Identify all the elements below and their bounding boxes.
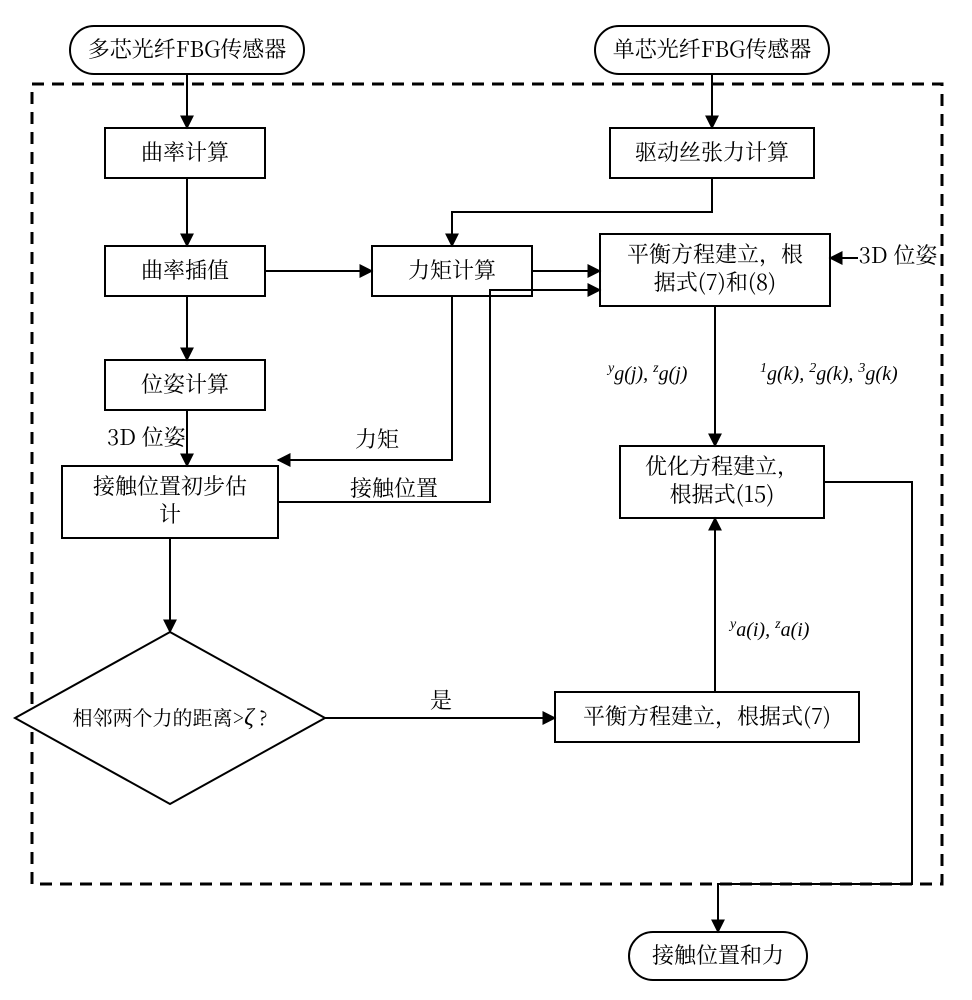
svg-text:驱动丝张力计算: 驱动丝张力计算 [635,136,789,167]
svg-text:接触位置和力: 接触位置和力 [652,939,784,970]
svg-text:yg(j), zg(j): yg(j), zg(j) [606,361,688,385]
wire-tension-calc: 驱动丝张力计算 [610,128,814,178]
label-moment: 力矩 [355,423,399,454]
label-a-functions: ya(i), za(i) [728,617,810,641]
balance-eq-7: 平衡方程建立，根据式(7) [555,692,859,742]
label-contact-pos: 接触位置 [350,472,438,503]
svg-text:单芯光纤FBG传感器: 单芯光纤FBG传感器 [613,33,812,64]
svg-text:据式(7)和(8): 据式(7)和(8) [654,266,776,297]
label-yes: 是 [430,684,452,715]
curvature-calc: 曲率计算 [105,128,265,178]
label-g-functions: yg(j), zg(j) 1g(k), 2g(k), 3g(k) [606,361,898,385]
edge-contact-to-balance78 [278,290,600,502]
svg-text:相邻两个力的距离>ζ ?: 相邻两个力的距离>ζ ? [72,702,267,731]
svg-text:位姿计算: 位姿计算 [141,368,229,399]
svg-text:平衡方程建立，根据式(7): 平衡方程建立，根据式(7) [583,700,831,731]
input-single-core: 单芯光纤FBG传感器 [595,26,829,74]
svg-text:曲率插值: 曲率插值 [141,254,229,285]
balance-eq-7-8: 平衡方程建立，根 据式(7)和(8) [600,234,830,306]
svg-text:多芯光纤FBG传感器: 多芯光纤FBG传感器 [88,33,287,64]
distance-decision: 相邻两个力的距离>ζ ? [15,632,325,804]
moment-calc: 力矩计算 [372,246,532,296]
svg-text:优化方程建立，: 优化方程建立， [645,450,799,481]
optimize-eq-15: 优化方程建立， 根据式(15) [620,446,824,518]
svg-text:接触位置初步估: 接触位置初步估 [93,470,247,501]
svg-text:平衡方程建立，根: 平衡方程建立，根 [627,238,803,269]
input-multi-core: 多芯光纤FBG传感器 [70,26,304,74]
pose-calc: 位姿计算 [105,360,265,410]
svg-text:根据式(15): 根据式(15) [670,478,775,509]
label-3d-pose-left: 3D 位姿 [107,421,186,452]
svg-text:曲率计算: 曲率计算 [141,136,229,167]
svg-text:力矩计算: 力矩计算 [408,254,496,285]
svg-text:计: 计 [159,498,181,529]
curvature-interp: 曲率插值 [105,246,265,296]
output-contact-force: 接触位置和力 [629,932,807,980]
svg-text:1g(k), 2g(k), 3g(k): 1g(k), 2g(k), 3g(k) [760,361,898,385]
input-3d-pose-label: 3D 位姿 [859,239,938,270]
svg-text:ya(i), za(i): ya(i), za(i) [728,617,810,641]
contact-estimate: 接触位置初步估 计 [62,466,278,538]
